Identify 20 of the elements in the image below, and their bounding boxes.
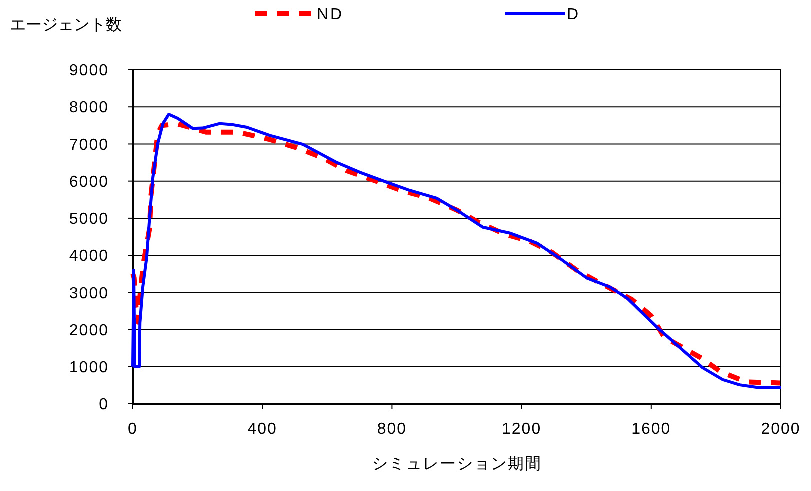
legend-label: ND xyxy=(317,6,344,24)
x-axis-title: シミュレーション期間 xyxy=(372,455,542,473)
y-tick-label: 5000 xyxy=(69,211,109,228)
y-tick-label: 2000 xyxy=(69,322,109,340)
y-tick-label: 8000 xyxy=(69,100,109,117)
x-tick-label: 2000 xyxy=(761,421,801,438)
x-tick-label: 0 xyxy=(128,421,138,438)
x-tick-label: 400 xyxy=(248,421,278,438)
y-axis-title: エージェント数 xyxy=(10,17,122,34)
y-tick-label: 7000 xyxy=(69,136,109,154)
y-tick-label: 9000 xyxy=(69,62,109,80)
y-tick-label: 6000 xyxy=(69,174,109,191)
x-tick-label: 1600 xyxy=(632,421,672,438)
y-tick-label: 1000 xyxy=(69,359,109,376)
y-tick-label: 3000 xyxy=(69,285,109,302)
y-tick-label: 0 xyxy=(99,396,109,414)
x-tick-label: 800 xyxy=(377,421,408,438)
x-tick-label: 1200 xyxy=(502,421,542,438)
legend-label: D xyxy=(567,6,581,24)
y-tick-label: 4000 xyxy=(69,248,109,266)
